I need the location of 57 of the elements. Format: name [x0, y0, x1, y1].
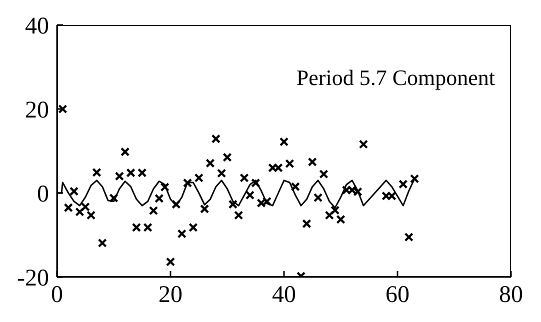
y-tick-label: 20	[25, 98, 49, 124]
point	[398, 180, 408, 189]
point	[206, 158, 215, 168]
point	[177, 229, 186, 238]
point	[126, 168, 136, 178]
point	[98, 238, 107, 248]
text: Period 5.7 Component	[296, 65, 495, 90]
point	[358, 140, 368, 149]
point	[245, 190, 255, 200]
point	[148, 206, 158, 216]
point	[58, 104, 68, 114]
point	[336, 214, 346, 224]
point	[182, 178, 192, 188]
point	[302, 219, 312, 228]
point	[251, 178, 260, 188]
point	[160, 182, 170, 192]
point	[172, 200, 181, 209]
point	[404, 232, 414, 242]
point	[75, 207, 84, 216]
point	[285, 159, 294, 168]
point	[319, 170, 328, 179]
point	[80, 202, 90, 212]
y-tick-label: 0	[37, 182, 49, 208]
point	[228, 200, 238, 209]
point	[166, 257, 176, 266]
point	[154, 194, 164, 204]
x-tick-label: 80	[499, 282, 523, 308]
point	[330, 206, 340, 215]
point	[290, 182, 300, 192]
point	[143, 222, 152, 232]
point	[216, 168, 226, 178]
point	[64, 203, 73, 212]
x-tick-label: 60	[386, 282, 410, 308]
point	[86, 210, 96, 220]
point	[92, 168, 102, 178]
point	[69, 186, 79, 196]
x-tick-label: 20	[158, 282, 182, 308]
point	[200, 204, 210, 214]
point	[324, 210, 334, 220]
point	[410, 174, 420, 184]
y-tick-label: -20	[17, 266, 49, 292]
point	[222, 152, 232, 162]
point	[120, 147, 130, 156]
point	[114, 172, 124, 181]
point	[194, 173, 204, 182]
point	[138, 168, 147, 178]
point	[313, 193, 323, 202]
point	[132, 222, 142, 232]
point	[234, 210, 244, 220]
point	[109, 193, 118, 203]
y-tick-label: 40	[25, 14, 49, 40]
point	[279, 137, 289, 146]
point	[211, 134, 220, 144]
point	[188, 222, 198, 232]
point	[308, 157, 317, 167]
x-tick-label: 40	[272, 282, 296, 308]
point	[240, 173, 249, 182]
